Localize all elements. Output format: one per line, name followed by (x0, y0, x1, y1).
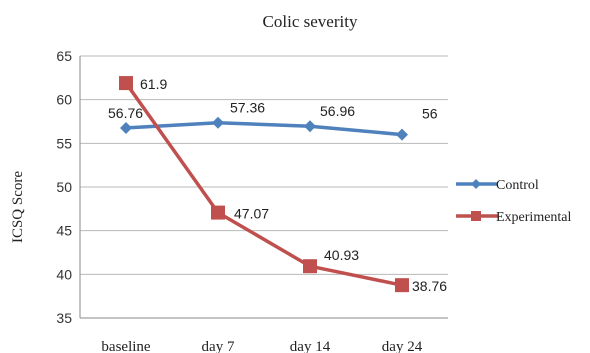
legend-marker-control (471, 179, 481, 189)
x-tick-label: day 14 (290, 339, 331, 353)
y-tick-label: 55 (56, 135, 72, 151)
data-point-experimental (211, 205, 225, 220)
y-tick-label: 65 (56, 48, 72, 64)
x-tick-label: day 7 (202, 339, 235, 353)
y-tick-label: 50 (56, 179, 72, 195)
data-point-control (120, 121, 132, 134)
y-tick-label: 40 (56, 266, 72, 282)
x-tick-label: day 24 (382, 339, 423, 353)
series-line-control (125, 120, 403, 137)
series-lines (119, 76, 409, 293)
y-tick-label: 35 (56, 310, 72, 326)
data-point-experimental (119, 76, 133, 91)
data-label: 56 (422, 106, 438, 122)
data-point-control (212, 116, 224, 129)
x-axis-ticks: baseline day 7 day 14 day 24 (101, 339, 422, 353)
x-tick-label: baseline (101, 339, 150, 353)
data-point-experimental (303, 259, 317, 274)
legend: Control Experimental (456, 178, 572, 225)
data-label: 61.9 (140, 76, 167, 92)
data-point-experimental (395, 278, 409, 293)
y-tick-label: 60 (56, 92, 72, 108)
y-axis-ticks: 35 40 45 50 55 60 65 (56, 48, 72, 326)
data-label: 47.07 (234, 206, 269, 222)
data-label: 57.36 (230, 100, 265, 116)
chart-title: Colic severity (263, 12, 358, 31)
legend-label-control: Control (496, 178, 539, 193)
data-point-control (304, 120, 316, 133)
y-axis-label: ICSQ Score (10, 171, 26, 243)
y-tick-label: 45 (56, 223, 72, 239)
gridlines (79, 55, 448, 319)
series-line-experimental (124, 82, 403, 287)
legend-marker-experimental (471, 211, 481, 221)
data-label: 40.93 (324, 247, 359, 263)
data-label: 38.76 (412, 278, 447, 294)
data-label: 56.96 (320, 103, 355, 119)
data-labels: 56.76 57.36 56.96 56 61.9 47.07 40.93 38.76 (108, 76, 447, 294)
data-label: 56.76 (108, 105, 143, 121)
data-point-control (396, 128, 408, 141)
legend-label-experimental: Experimental (496, 210, 572, 225)
